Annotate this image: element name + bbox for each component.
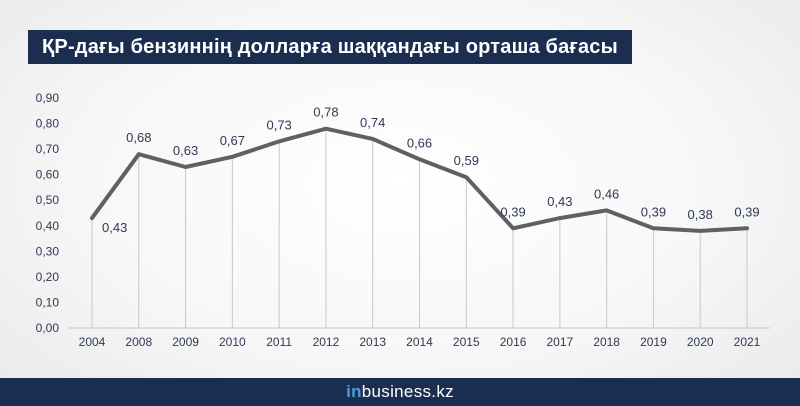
- x-tick-label: 2012: [313, 335, 340, 349]
- y-tick-label: 0,00: [36, 321, 60, 335]
- brand-name: business.kz: [361, 382, 454, 401]
- y-axis-ticks: 0,00 0,10 0,20 0,30 0,40 0,50 0,60 0,70 0,80 0,90: [36, 91, 60, 335]
- x-tick-label: 2016: [500, 335, 527, 349]
- y-tick-label: 0,80: [36, 117, 60, 131]
- x-tick-label: 2013: [359, 335, 386, 349]
- data-label: 0,43: [102, 220, 127, 235]
- x-tick-label: 2009: [172, 335, 199, 349]
- footer-bar: inbusiness.kz: [0, 378, 800, 406]
- x-tick-label: 2014: [406, 335, 433, 349]
- x-tick-label: 2008: [125, 335, 152, 349]
- data-label: 0,46: [594, 186, 619, 201]
- x-tick-label: 2010: [219, 335, 246, 349]
- series-line: [90, 126, 749, 233]
- x-tick-label: 2020: [687, 335, 714, 349]
- y-tick-label: 0,90: [36, 91, 60, 105]
- y-tick-label: 0,20: [36, 270, 60, 284]
- drop-lines: [91, 128, 748, 328]
- data-label: 0,39: [500, 204, 525, 219]
- x-tick-label: 2017: [547, 335, 574, 349]
- x-axis-ticks: 2004 2008 2009 2010 2011 2012 2013 2014 2015 2016…: [79, 335, 761, 349]
- x-tick-label: 2011: [266, 335, 292, 349]
- data-label: 0,78: [313, 105, 338, 120]
- x-tick-label: 2018: [593, 335, 620, 349]
- brand-logo: inbusiness.kz: [346, 382, 454, 402]
- data-label: 0,67: [220, 133, 245, 148]
- x-tick-label: 2019: [640, 335, 667, 349]
- y-tick-label: 0,50: [36, 193, 60, 207]
- data-labels: 0,43 0,68 0,63 0,67 0,73 0,78 0,74 0,66 0,59 0,39…: [102, 105, 760, 235]
- data-label: 0,59: [454, 153, 479, 168]
- brand-prefix: in: [346, 382, 362, 401]
- data-label: 0,74: [360, 115, 385, 130]
- line-chart: 0,00 0,10 0,20 0,30 0,40 0,50 0,60 0,70 0,80 0,90…: [36, 91, 770, 349]
- y-tick-label: 0,60: [36, 168, 60, 182]
- data-label: 0,39: [641, 204, 666, 219]
- y-tick-label: 0,10: [36, 295, 60, 309]
- chart-title: ҚР-дағы бензиннің долларға шаққандағы ор…: [28, 30, 632, 64]
- y-tick-label: 0,70: [36, 142, 60, 156]
- data-label: 0,38: [688, 207, 713, 222]
- data-label: 0,43: [547, 194, 572, 209]
- data-label: 0,63: [173, 143, 198, 158]
- data-label: 0,73: [266, 117, 291, 132]
- x-tick-label: 2015: [453, 335, 480, 349]
- y-tick-label: 0,30: [36, 244, 60, 258]
- data-label: 0,68: [126, 130, 151, 145]
- x-tick-label: 2004: [79, 335, 106, 349]
- data-label: 0,66: [407, 135, 432, 150]
- x-tick-label: 2021: [734, 335, 761, 349]
- y-tick-label: 0,40: [36, 219, 60, 233]
- data-label: 0,39: [734, 204, 759, 219]
